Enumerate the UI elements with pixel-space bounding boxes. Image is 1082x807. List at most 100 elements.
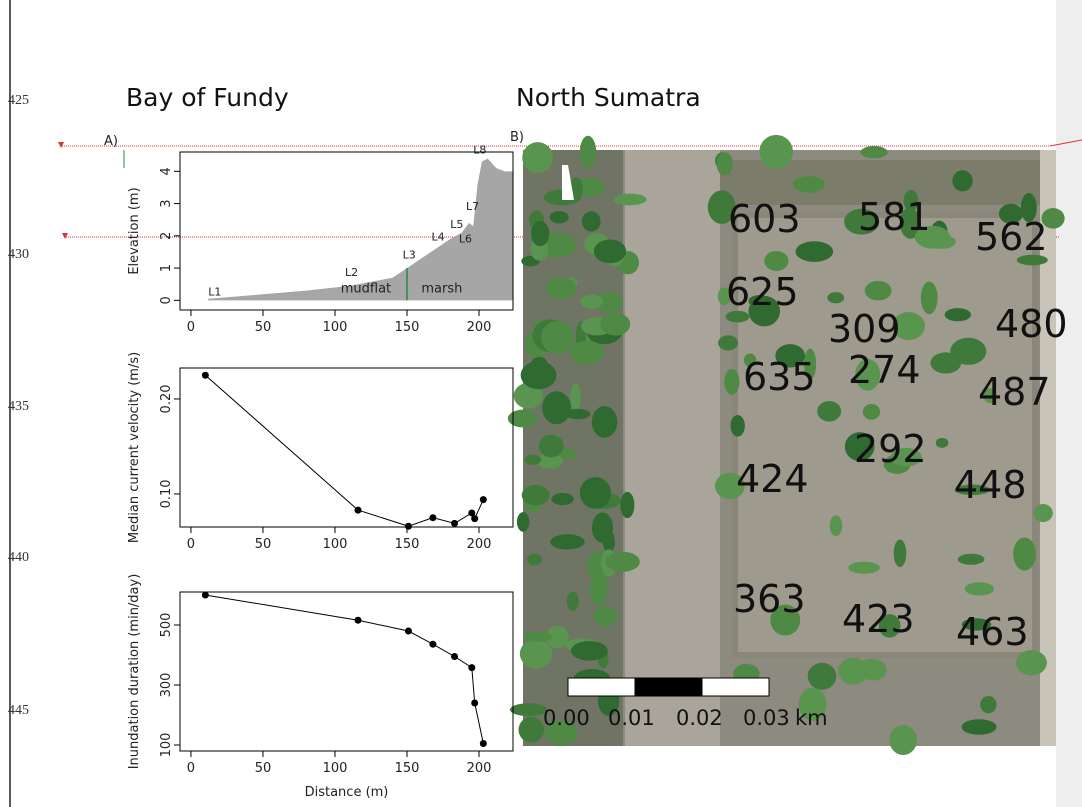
plot-label: 480	[995, 302, 1068, 346]
tree	[567, 591, 579, 611]
data-point	[405, 523, 412, 530]
tree	[550, 534, 584, 549]
plot-label: 424	[736, 457, 809, 501]
line-number: 445	[8, 703, 29, 718]
line-number: 425	[8, 93, 29, 108]
plot-label: 448	[954, 463, 1027, 507]
tree	[759, 135, 793, 169]
plot-label: 562	[975, 215, 1048, 259]
tree	[542, 391, 571, 424]
page: Bay of Fundy North Sumatra A) B) L1L2L3L…	[0, 0, 1082, 807]
scale-label: 0.00	[543, 706, 590, 730]
tree	[945, 308, 971, 321]
tree	[570, 341, 604, 365]
annotation: L7	[466, 200, 479, 213]
data-point	[429, 641, 436, 648]
tree	[594, 239, 626, 263]
x-tick-label: 150	[395, 761, 420, 776]
tree	[539, 435, 564, 458]
x-tick-label: 200	[467, 537, 492, 552]
y-axis-label: Median current velocity (m/s)	[127, 352, 142, 543]
tree	[980, 696, 996, 713]
tree	[592, 406, 617, 438]
y-tick-label: 0.20	[159, 384, 174, 413]
tree	[724, 369, 739, 395]
x-tick-label: 100	[323, 537, 348, 552]
data-point	[451, 653, 458, 660]
tree	[523, 632, 552, 642]
y-tick-label: 300	[159, 673, 174, 698]
x-axis-label: Distance (m)	[305, 785, 389, 800]
tree	[531, 357, 548, 373]
y-axis-label: Inundation duration (min/day)	[127, 574, 142, 770]
x-tick-label: 50	[255, 320, 272, 335]
tree	[594, 606, 618, 627]
tree	[958, 554, 985, 565]
y-tick-label: 3	[159, 199, 174, 207]
data-point	[202, 592, 209, 599]
tree	[1033, 504, 1052, 522]
scale-bar	[702, 678, 769, 696]
data-point	[202, 372, 209, 379]
plot-label: 309	[828, 307, 901, 351]
tree	[796, 241, 834, 262]
tree	[936, 438, 949, 448]
plot-label: 463	[956, 610, 1029, 654]
data-point	[480, 496, 487, 503]
tree	[522, 485, 550, 505]
tree	[525, 455, 542, 465]
heading: North Sumatra	[516, 83, 701, 112]
y-tick-label: 2	[159, 232, 174, 240]
y-tick-label: 4	[159, 167, 174, 175]
line-number: 435	[8, 399, 29, 414]
data-point	[480, 740, 487, 747]
annotation: L4	[431, 231, 444, 244]
heading: Bay of Fundy	[126, 83, 289, 112]
data-point	[451, 520, 458, 527]
tree	[550, 211, 569, 223]
y-tick-label: 0	[159, 296, 174, 304]
y-tick-label: 1	[159, 264, 174, 272]
annotation: L5	[450, 218, 463, 231]
tree	[613, 194, 646, 206]
tree	[522, 142, 553, 173]
tree	[838, 658, 868, 685]
tree	[565, 409, 590, 419]
tree	[582, 211, 601, 231]
tree	[510, 703, 547, 716]
tree	[541, 321, 574, 355]
elevation-area	[208, 158, 513, 300]
annotation: L1	[208, 285, 221, 298]
scale-label: 0.01	[608, 706, 655, 730]
tree	[592, 513, 613, 543]
tree	[580, 295, 602, 309]
y-tick-label: 500	[159, 613, 174, 638]
tree	[580, 477, 611, 509]
plot-label: 423	[842, 597, 915, 641]
line-number: 430	[8, 247, 29, 262]
tree	[527, 554, 542, 566]
tree	[520, 639, 553, 668]
tree	[730, 415, 744, 437]
tree	[962, 719, 997, 734]
plot-label: 292	[854, 427, 927, 471]
tree	[863, 404, 880, 420]
x-tick-label: 200	[467, 320, 492, 335]
annotation: mudflat	[341, 281, 391, 296]
tree	[952, 170, 972, 191]
tree	[620, 492, 634, 518]
data-point	[471, 700, 478, 707]
plot-label: 635	[743, 355, 816, 399]
data-point	[471, 515, 478, 522]
plot-label: 625	[726, 270, 799, 314]
annotation: L3	[403, 248, 416, 261]
plot-frame	[180, 368, 513, 527]
plot-frame	[180, 592, 513, 751]
tree	[606, 552, 640, 572]
plot-label: 581	[858, 195, 931, 239]
panel-label: A)	[104, 134, 118, 149]
tree	[551, 493, 573, 505]
x-tick-label: 50	[255, 537, 272, 552]
x-tick-label: 0	[187, 320, 195, 335]
data-point	[355, 617, 362, 624]
